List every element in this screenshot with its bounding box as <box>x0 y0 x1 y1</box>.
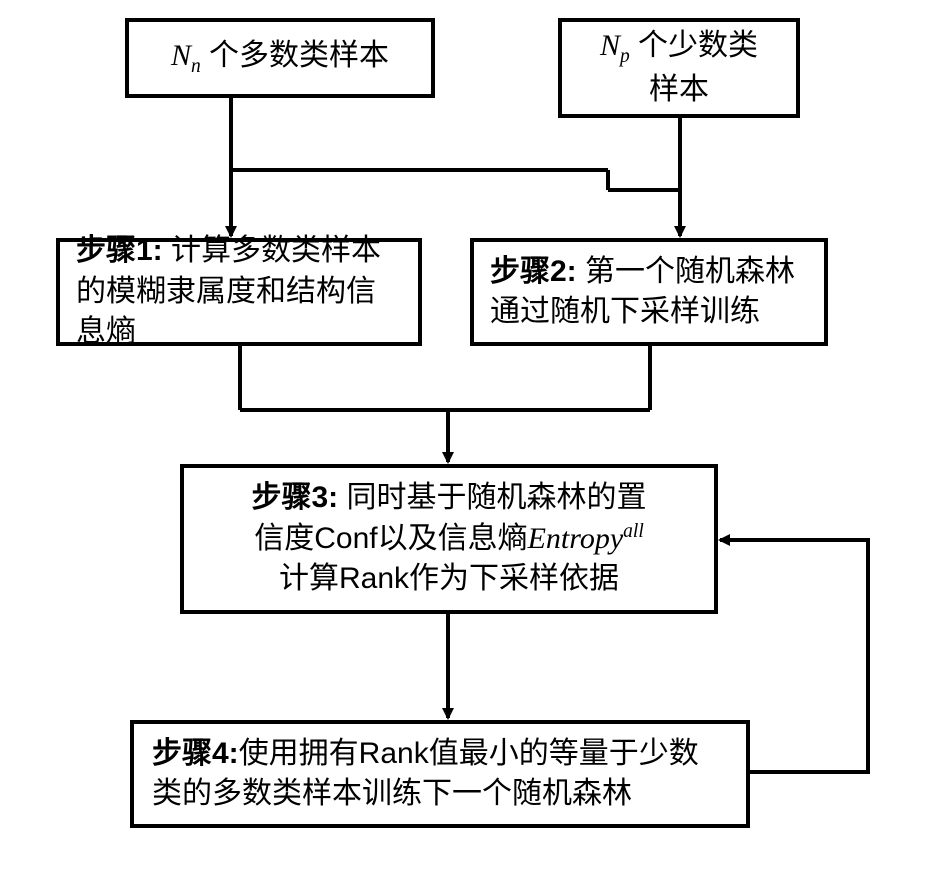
step3-prefix: 步骤3: <box>251 481 346 514</box>
step3-sup: all <box>623 521 644 542</box>
box-step-4: 步骤4:使用拥有Rank值最小的等量于少数类的多数类样本训练下一个随机森林 <box>130 720 750 828</box>
var-Np-sub: p <box>620 46 630 67</box>
step3-line2a: 信度Conf以及信息熵 <box>254 522 527 555</box>
step3-content: 步骤3: 同时基于随机森林的置 信度Conf以及信息熵Entropyall 计算… <box>251 478 646 600</box>
step3-line1: 同时基于随机森林的置 <box>347 481 647 514</box>
box-minority-samples: Np 个少数类 样本 <box>558 18 800 118</box>
box-b-rest2: 样本 <box>649 73 709 106</box>
var-Np-N: N <box>600 29 620 62</box>
var-Nn-sub: n <box>191 56 201 77</box>
box-b-rest1: 个少数类 <box>630 29 758 62</box>
step2-prefix: 步骤2: <box>490 255 585 288</box>
box-step-1: 步骤1: 计算多数类样本的模糊隶属度和结构信息熵 <box>56 238 422 346</box>
box-b-content: Np 个少数类 样本 <box>600 26 758 111</box>
box-majority-samples: Nn 个多数类样本 <box>125 18 435 98</box>
step4-prefix: 步骤4: <box>152 737 239 770</box>
step2-content: 步骤2: 第一个随机森林通过随机下采样训练 <box>490 252 808 333</box>
step4-content: 步骤4:使用拥有Rank值最小的等量于少数类的多数类样本训练下一个随机森林 <box>152 734 728 815</box>
step3-line3: 计算Rank作为下采样依据 <box>279 562 619 595</box>
box-a-content: Nn 个多数类样本 <box>171 36 389 80</box>
box-step-2: 步骤2: 第一个随机森林通过随机下采样训练 <box>470 238 828 346</box>
var-Nn-N: N <box>171 39 191 72</box>
box-step-3: 步骤3: 同时基于随机森林的置 信度Conf以及信息熵Entropyall 计算… <box>180 464 718 614</box>
step1-prefix: 步骤1: <box>76 234 171 267</box>
box-a-rest: 个多数类样本 <box>201 39 389 72</box>
step1-content: 步骤1: 计算多数类样本的模糊隶属度和结构信息熵 <box>76 231 402 353</box>
step3-entropy: Entropy <box>528 522 624 555</box>
